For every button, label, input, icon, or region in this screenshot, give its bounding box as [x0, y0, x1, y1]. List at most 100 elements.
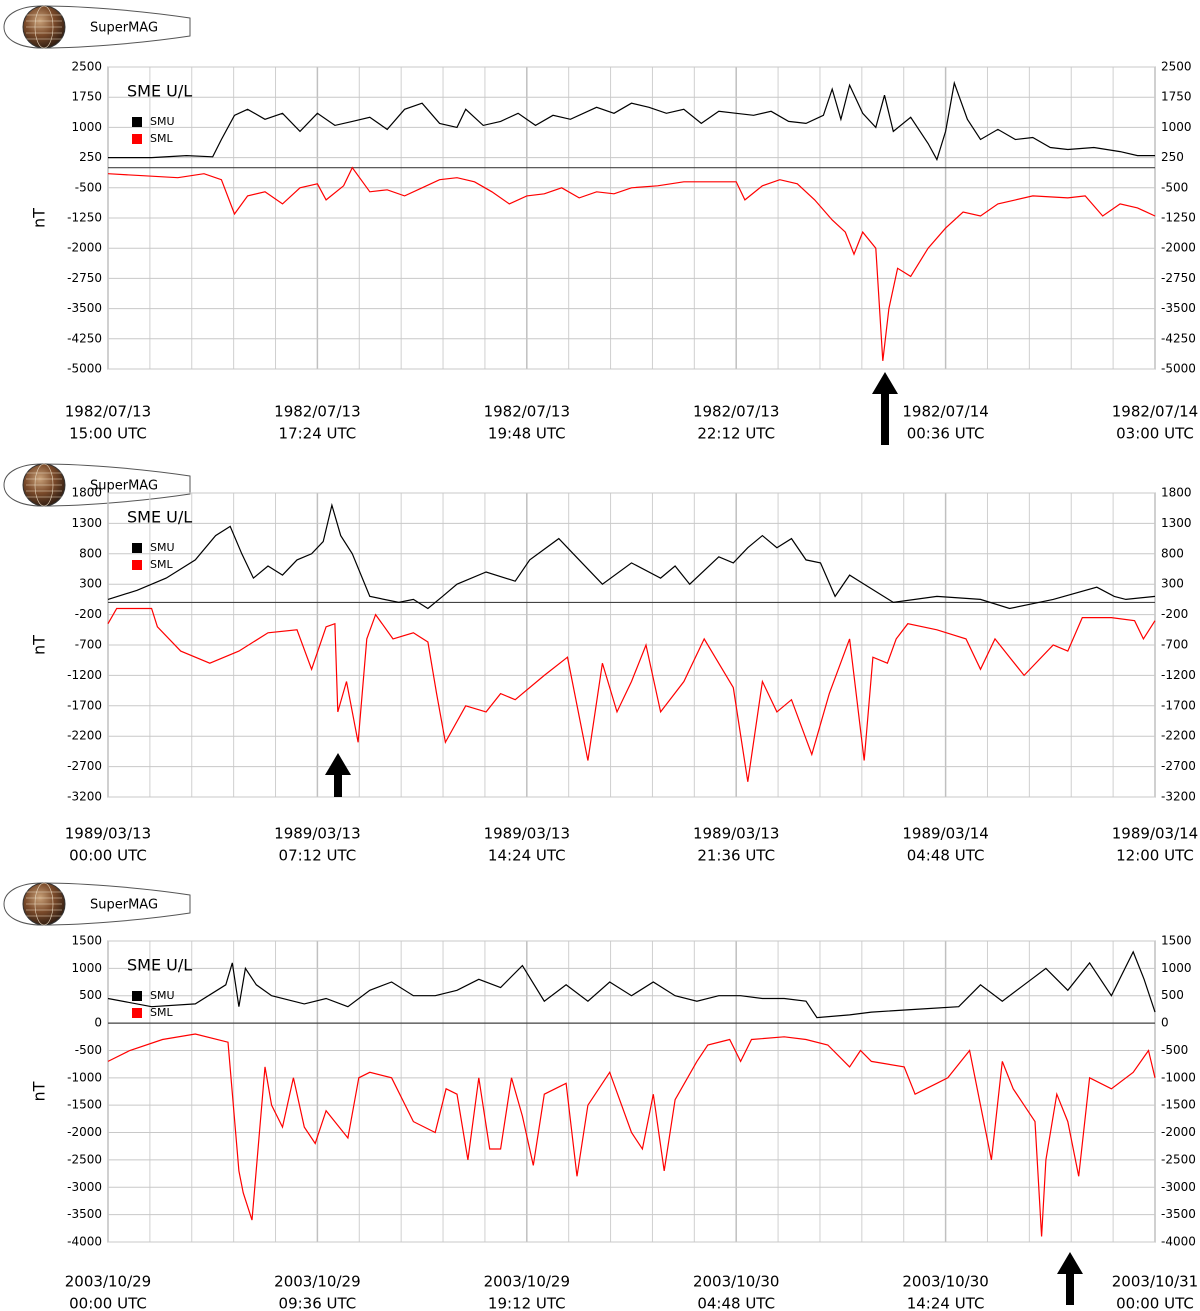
y-tick-label-right: 0	[1161, 1016, 1169, 1030]
y-tick-label: -2000	[67, 241, 102, 255]
y-tick-label: -1000	[67, 1070, 102, 1084]
x-tick-label: 2003/10/31	[1112, 1273, 1198, 1291]
x-tick-label: 14:24 UTC	[907, 1295, 985, 1311]
y-tick-label-right: -3200	[1161, 790, 1196, 804]
x-tick-label: 12:00 UTC	[1116, 847, 1194, 865]
x-tick-label: 2003/10/29	[274, 1273, 360, 1291]
x-tick-label: 1989/03/14	[1112, 825, 1198, 843]
y-tick-label: 800	[79, 546, 102, 560]
x-tick-label: 21:36 UTC	[697, 847, 775, 865]
y-tick-label: -3500	[67, 301, 102, 315]
y-tick-label-right: 1500	[1161, 934, 1192, 948]
y-tick-label: -2200	[67, 729, 102, 743]
y-tick-label-right: 1750	[1161, 90, 1192, 104]
legend-swatch	[132, 1008, 142, 1018]
x-tick-label: 2003/10/29	[484, 1273, 570, 1291]
chart-title: SME U/L	[127, 508, 192, 527]
series-line	[107, 950, 1156, 1019]
y-tick-label: -3500	[67, 1207, 102, 1221]
y-tick-label-right: -700	[1161, 638, 1188, 652]
y-tick-label: -1700	[67, 698, 102, 712]
y-tick-label-right: 1800	[1161, 486, 1192, 500]
logo-meridian	[34, 882, 54, 926]
x-tick-label: 00:00 UTC	[69, 847, 147, 865]
y-tick-label-right: -4000	[1161, 1235, 1196, 1249]
y-tick-label-right: -3500	[1161, 1207, 1196, 1221]
arrow	[872, 372, 898, 445]
y-tick-label: 500	[79, 988, 102, 1002]
y-tick-label-right: -3000	[1161, 1180, 1196, 1194]
logo: SuperMAG	[3, 882, 191, 926]
y-tick-label: -200	[75, 607, 102, 621]
x-tick-label: 04:48 UTC	[907, 847, 985, 865]
legend-swatch	[132, 560, 142, 570]
y-tick-label: -1250	[67, 211, 102, 225]
x-tick-label: 1982/07/13	[484, 403, 570, 421]
legend-swatch	[132, 543, 142, 553]
y-tick-label-right: -2500	[1161, 1152, 1196, 1166]
y-tick-label-right: -1700	[1161, 698, 1196, 712]
y-tick-label-right: -3500	[1161, 301, 1196, 315]
x-tick-label: 14:24 UTC	[488, 847, 566, 865]
y-tick-label-right: 300	[1161, 577, 1184, 591]
arrow	[1057, 1252, 1083, 1305]
y-tick-label-right: -2750	[1161, 271, 1196, 285]
legend-label: SMU	[150, 115, 175, 128]
y-tick-label: -2700	[67, 759, 102, 773]
y-tick-label-right: -2000	[1161, 241, 1196, 255]
y-tick-label-right: -5000	[1161, 362, 1196, 376]
x-tick-label: 1982/07/13	[274, 403, 360, 421]
y-axis-label: nT	[30, 208, 49, 228]
x-tick-label: 1989/03/13	[274, 825, 360, 843]
x-tick-label: 07:12 UTC	[279, 847, 357, 865]
y-tick-label: 1300	[71, 516, 102, 530]
x-tick-label: 1982/07/14	[1112, 403, 1198, 421]
y-tick-label: 1750	[71, 90, 102, 104]
x-tick-label: 15:00 UTC	[69, 425, 147, 443]
x-tick-label: 00:00 UTC	[69, 1295, 147, 1311]
y-tick-label-right: -500	[1161, 1043, 1188, 1057]
y-tick-label: -2750	[67, 271, 102, 285]
plot-frame	[107, 940, 1156, 1243]
y-tick-label: -500	[75, 180, 102, 194]
series-line	[107, 1033, 1156, 1237]
x-tick-label: 1982/07/13	[65, 403, 151, 421]
legend-swatch	[132, 134, 142, 144]
series-line	[108, 80, 1155, 162]
x-tick-label: 1982/07/14	[902, 403, 988, 421]
y-tick-label: 1000	[71, 120, 102, 134]
series-line	[107, 166, 1156, 361]
y-tick-label: -500	[75, 1043, 102, 1057]
y-tick-label-right: 800	[1161, 546, 1184, 560]
x-tick-label: 1989/03/13	[693, 825, 779, 843]
legend-label: SML	[150, 132, 173, 145]
legend-swatch	[132, 991, 142, 1001]
legend-label: SMU	[150, 989, 175, 1002]
y-tick-label-right: -4250	[1161, 331, 1196, 345]
series-line	[107, 502, 1156, 610]
y-tick-label-right: -1000	[1161, 1070, 1196, 1084]
x-tick-label: 2003/10/29	[65, 1273, 151, 1291]
y-tick-label-right: 1000	[1161, 961, 1192, 975]
y-tick-label-right: 250	[1161, 150, 1184, 164]
y-tick-label: 0	[94, 1016, 102, 1030]
y-tick-label-right: 1300	[1161, 516, 1192, 530]
y-tick-label-right: -1500	[1161, 1098, 1196, 1112]
legend-label: SMU	[150, 541, 175, 554]
x-tick-label: 2003/10/30	[902, 1273, 988, 1291]
arrow	[325, 753, 351, 797]
y-tick-label-right: -2000	[1161, 1125, 1196, 1139]
y-tick-label: -3200	[67, 790, 102, 804]
y-tick-label: 250	[79, 150, 102, 164]
y-tick-label: 1500	[71, 934, 102, 948]
x-tick-label: 22:12 UTC	[697, 425, 775, 443]
y-tick-label: -1500	[67, 1098, 102, 1112]
y-tick-label-right: -1200	[1161, 668, 1196, 682]
x-tick-label: 17:24 UTC	[279, 425, 357, 443]
y-tick-label-right: -200	[1161, 607, 1188, 621]
logo: SuperMAG	[3, 463, 191, 507]
y-tick-label-right: 1000	[1161, 120, 1192, 134]
x-tick-label: 2003/10/30	[693, 1273, 779, 1291]
x-tick-label: 03:00 UTC	[1116, 425, 1194, 443]
y-tick-label-right: -1250	[1161, 211, 1196, 225]
